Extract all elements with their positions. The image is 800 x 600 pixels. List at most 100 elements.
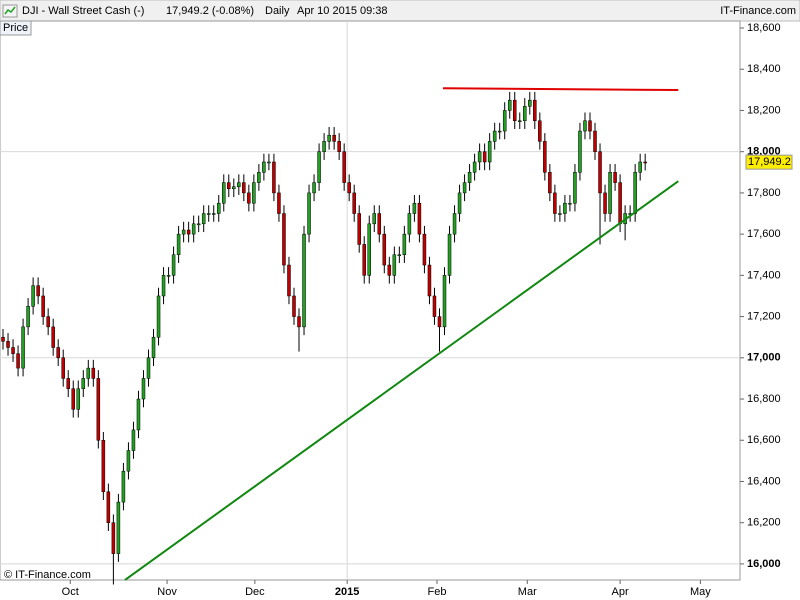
app-icon-line [4,6,16,15]
candle-body [332,134,336,142]
y-tick-label: 16,800 [747,393,781,405]
candle-body [242,182,246,194]
candle-body [312,182,316,194]
y-tick-label: 16,400 [747,475,781,487]
candle-body [111,522,116,554]
candle-body [472,161,477,173]
candle-body [452,213,457,235]
candle-body [46,316,50,328]
candle-body [6,341,10,348]
candle-body [161,275,166,297]
candle-body [26,306,30,328]
candle-body [151,336,156,359]
candle-body [538,120,542,142]
candle-body [277,192,281,214]
candle-body [583,120,587,132]
x-tick-label: 2015 [335,586,359,598]
candle-body [457,192,462,214]
candle-body [71,388,75,410]
candle-body [61,357,65,379]
y-tick-label: 18,200 [747,104,781,116]
candle-body [267,161,271,164]
x-tick-label: Dec [245,586,265,598]
candle-body [613,172,617,183]
y-tick-label: 18,000 [747,146,781,158]
candle-body [136,398,141,431]
candle-body [141,378,146,400]
candle-body [347,182,351,194]
candle-body [1,336,5,342]
candle-body [297,316,301,328]
candle-body [176,233,181,255]
candle-body [432,295,437,317]
candle-body [412,202,417,214]
candle-body [588,120,592,132]
y-tick-label: 18,600 [747,22,781,34]
candle-body [201,213,206,225]
x-tick-label: Oct [62,586,79,598]
period: Daily [265,5,290,17]
candle-body [447,233,452,276]
candle-body [372,213,377,225]
candle-body [548,172,552,194]
candle-body [86,367,91,379]
y-tick-label: 17,000 [747,352,781,364]
candle-body [558,213,562,215]
candle-body [477,151,482,163]
candle-body [533,99,537,122]
candle-body [211,213,216,215]
chart-title: DJI - Wall Street Cash (-) [22,5,144,17]
candle-body [563,202,567,214]
candle-body [272,161,276,194]
candle-body [377,213,382,235]
candle-body [362,244,366,276]
timestamp: Apr 10 2015 09:38 [297,5,388,17]
last-price: 17,949.2 (-0.08%) [166,5,254,17]
candle-body [573,172,577,204]
candle-body [523,106,527,122]
candle-body [21,326,25,369]
copyright: © IT-Finance.com [4,569,91,581]
candle-body [417,202,422,235]
y-tick-label: 17,400 [747,269,781,281]
candle-body [352,192,356,214]
candle-body [512,99,517,122]
candle-body [618,182,622,225]
candle-body [528,99,532,107]
x-tick-label: May [690,586,711,598]
candle-body [543,141,547,173]
candle-body [126,450,131,472]
x-tick-label: Nov [157,586,177,598]
candle-body [307,192,311,235]
candle-body [252,182,256,204]
candle-body [11,347,15,354]
candle-body [36,285,40,297]
candle-body [317,151,321,183]
candle-body [106,491,111,523]
last-price-label: 17,949.2 [748,156,791,168]
candle-body [191,223,196,235]
candle-body [427,264,432,297]
candle-body [91,367,96,379]
candle-body [222,182,226,204]
y-label-box [0,20,32,36]
candle-body [608,172,612,214]
candle-body [367,223,371,276]
candle-body [437,316,442,328]
candle-body [51,326,55,348]
candle-body [171,254,176,276]
candle-body [337,141,341,152]
brand: IT-Finance.com [720,5,796,17]
candle-body [96,378,101,441]
candle-body [467,172,472,183]
candle-body [227,182,231,190]
candle-body [397,254,402,256]
candle-body [31,285,35,307]
candle-body [76,388,81,410]
candle-body [442,275,447,328]
candle-body [407,213,412,235]
last-price-tag [745,154,793,170]
candle-body [181,229,186,235]
candle-body [237,182,241,187]
candle-body [422,233,427,266]
